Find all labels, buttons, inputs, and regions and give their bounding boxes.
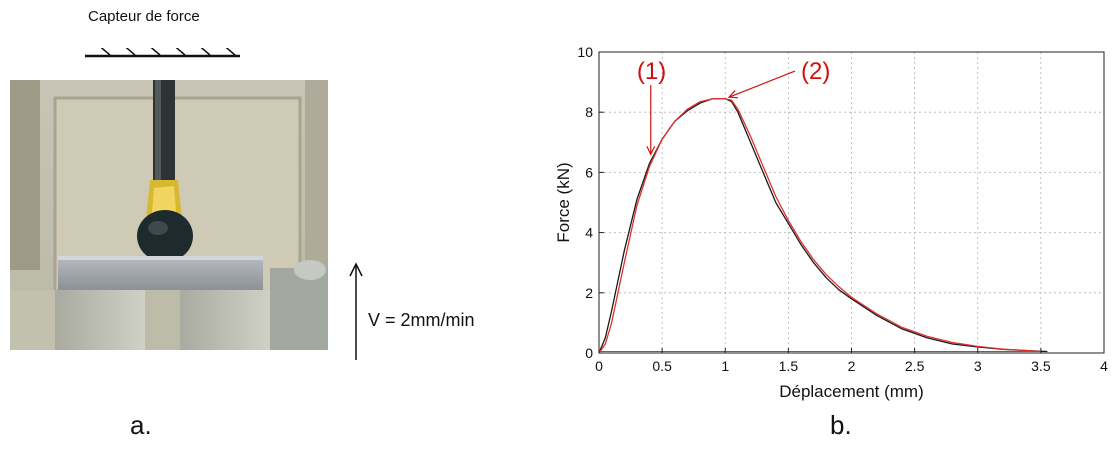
velocity-label: V = 2mm/min <box>368 310 475 330</box>
annotation-arrowhead-2 <box>727 90 739 99</box>
series-line-2 <box>598 98 1041 354</box>
sensor-label: Capteur de force <box>88 8 200 25</box>
y-tick-label: 4 <box>585 225 593 241</box>
y-tick-label: 2 <box>585 285 593 301</box>
annotation-arrow-2 <box>728 70 796 98</box>
x-tick-label: 3.5 <box>1031 358 1051 374</box>
y-tick-label: 8 <box>585 104 593 120</box>
test-setup-photo <box>10 48 328 350</box>
x-tick-label: 0.5 <box>652 358 672 374</box>
series-line-1 <box>598 98 1048 354</box>
panel-b-caption: b. <box>830 410 852 440</box>
x-tick-label: 1.5 <box>779 358 799 374</box>
y-tick-label: 6 <box>585 164 593 180</box>
fixed-support-icon <box>85 48 240 58</box>
annotation-layer: (1) (2) <box>637 58 830 156</box>
x-tick-label: 0 <box>595 358 603 374</box>
x-tick-label: 2.5 <box>905 358 925 374</box>
grid <box>598 51 1105 354</box>
force-displacement-chart: 0 0.5 1 1.5 2 2.5 3 3.5 4 0 2 4 6 8 10 (1) (2) Déplacem… <box>554 44 1108 401</box>
tick-layer: 0 0.5 1 1.5 2 2.5 3 3.5 4 0 2 4 6 8 10 <box>577 44 1108 374</box>
series-layer <box>598 98 1048 354</box>
panel-a-caption: a. <box>130 410 152 440</box>
x-axis-label: Déplacement (mm) <box>779 382 924 401</box>
x-tick-label: 1 <box>721 358 729 374</box>
y-tick-label: 10 <box>577 44 593 60</box>
annotation-arrowhead-1 <box>646 145 656 156</box>
y-tick-label: 0 <box>585 345 593 361</box>
y-axis-label: Force (kN) <box>554 162 573 242</box>
annotation-label-1: (1) <box>637 58 666 85</box>
annotation-label-2: (2) <box>801 58 830 85</box>
x-tick-label: 4 <box>1100 358 1108 374</box>
velocity-arrow-icon <box>349 262 363 360</box>
x-tick-label: 3 <box>974 358 982 374</box>
x-tick-label: 2 <box>848 358 856 374</box>
